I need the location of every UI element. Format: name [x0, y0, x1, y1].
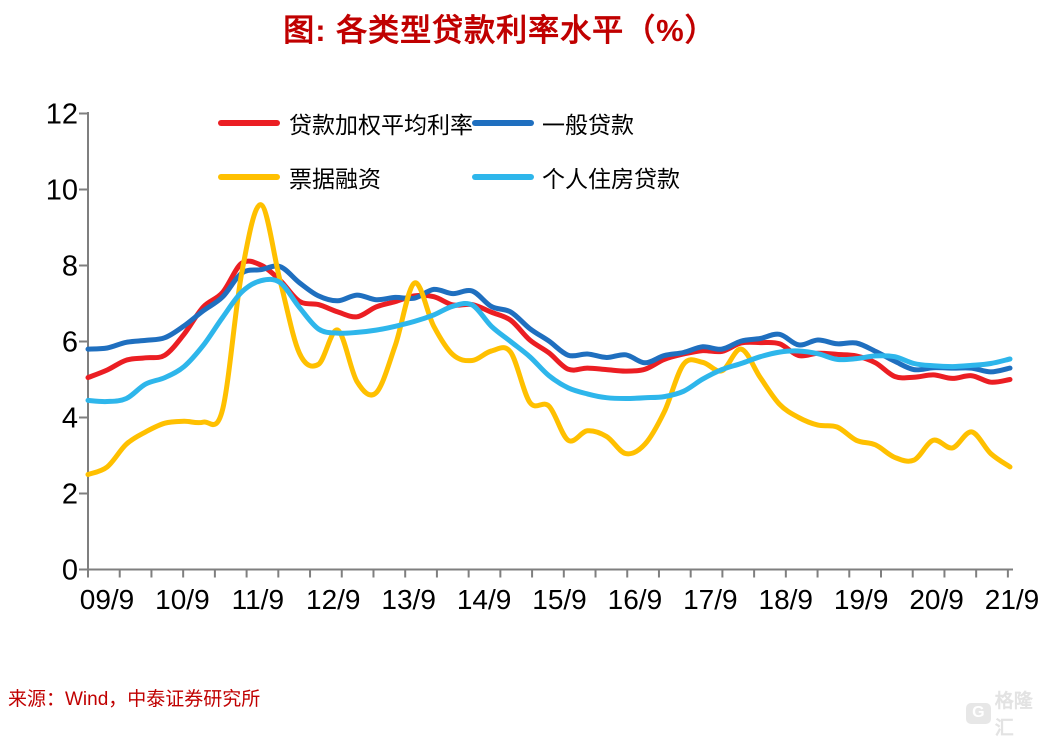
legend-label-bill-financing: 票据融资: [289, 166, 381, 192]
x-tick-label: 20/9: [909, 584, 964, 615]
line-chart: 0 2 4 6 8 10 12 09/9 10/9 11/9 12/9 13/9 14/9 15/9 16/…: [46, 99, 1040, 616]
x-tick-label: 17/9: [683, 584, 738, 615]
legend-swatch-weighted-avg: [218, 120, 280, 126]
x-tick-label: 21/9: [985, 584, 1040, 615]
y-tick-label: 8: [62, 251, 78, 283]
x-tick-label: 14/9: [457, 584, 512, 615]
source-note: 来源：Wind，中泰证券研究所: [8, 689, 261, 710]
y-tick-label: 12: [46, 99, 78, 131]
x-tick-label: 16/9: [608, 584, 663, 615]
x-tick-label: 15/9: [532, 584, 587, 615]
y-tick-label: 10: [46, 175, 78, 207]
glh-watermark: G 格隆汇: [966, 686, 1051, 740]
x-tick-label: 19/9: [834, 584, 889, 615]
y-tick-label: 0: [62, 555, 78, 587]
legend-swatch-mortgage: [472, 174, 534, 180]
series-line-0: [85, 258, 1013, 385]
x-tick-label: 18/9: [759, 584, 814, 615]
x-tick-label: 12/9: [306, 584, 361, 615]
glh-logo-icon: G: [966, 702, 991, 724]
x-tick-label: 10/9: [155, 584, 210, 615]
y-tick-label: 2: [62, 479, 78, 511]
legend-label-mortgage: 个人住房贷款: [542, 166, 680, 192]
series-line-3: [85, 276, 1013, 405]
legend-label-general-loan: 一般贷款: [542, 112, 634, 138]
y-tick-label: 6: [62, 327, 78, 359]
legend-swatch-general-loan: [472, 120, 534, 126]
series-line-2: [85, 202, 1013, 477]
chart-title: 图: 各类型贷款利率水平（%）: [283, 13, 717, 48]
legend-swatch-bill-financing: [218, 174, 280, 180]
x-tick-label: 09/9: [80, 584, 135, 615]
y-tick-label: 4: [62, 403, 78, 435]
glh-logo-text: 格隆汇: [994, 691, 1033, 739]
x-tick-label: 11/9: [232, 584, 284, 615]
x-tick-label: 13/9: [381, 584, 436, 615]
legend-label-weighted-avg: 贷款加权平均利率: [289, 112, 473, 138]
